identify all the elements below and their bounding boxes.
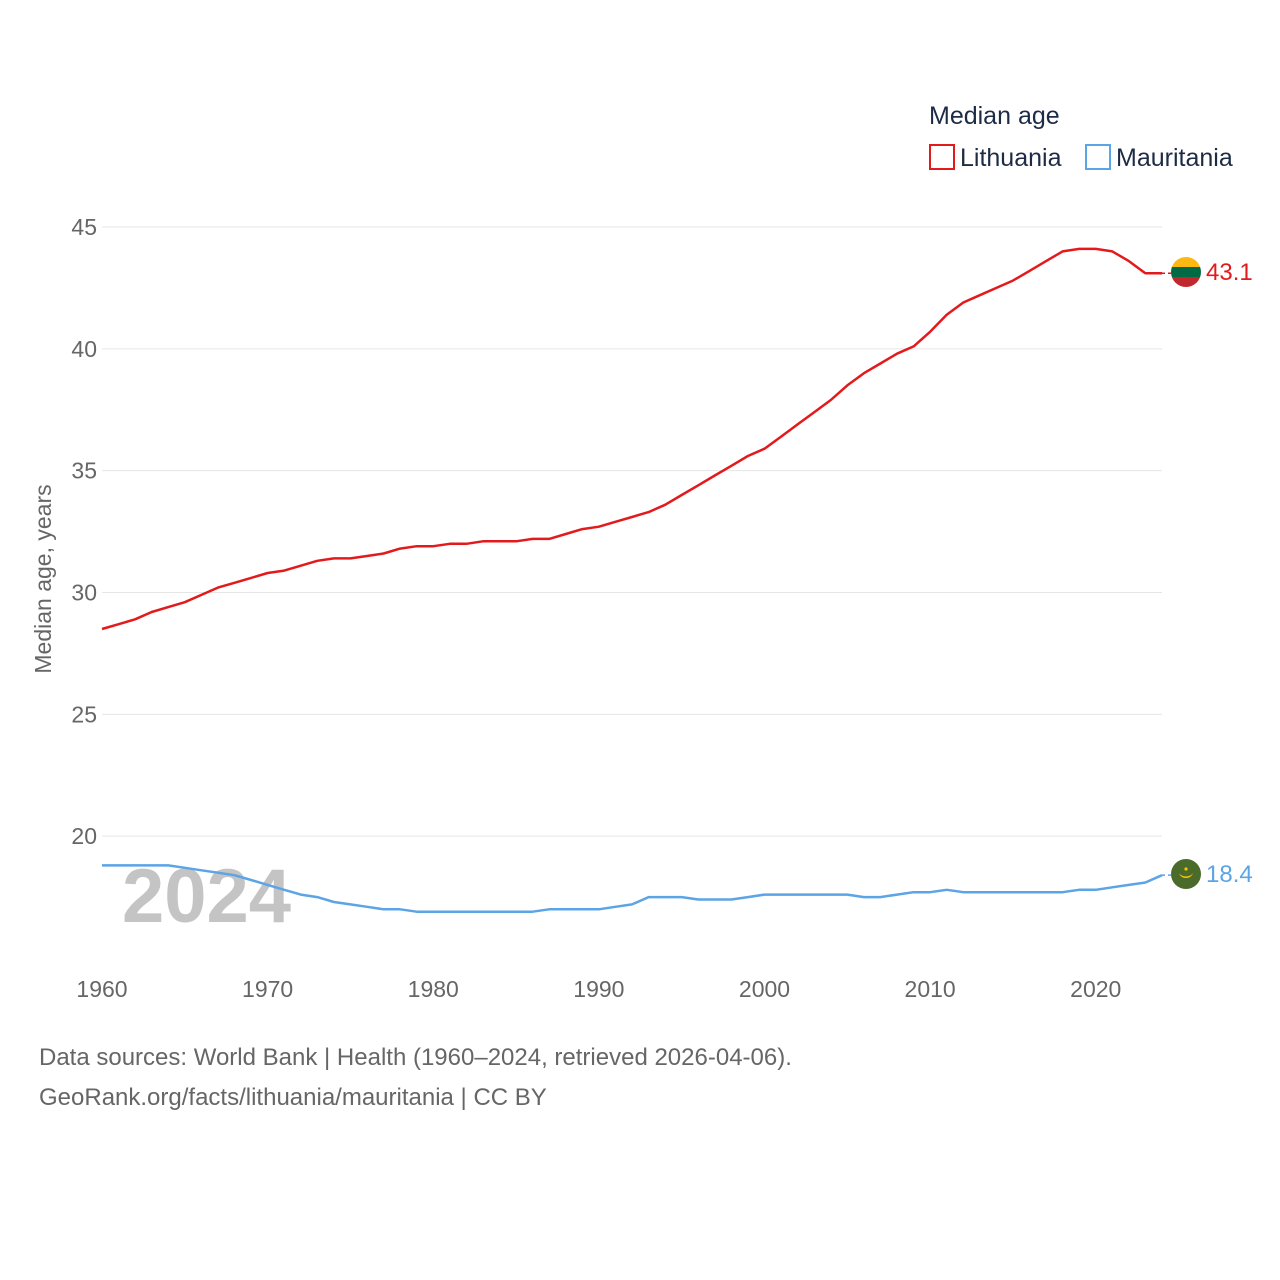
legend-title: Median age: [929, 102, 1060, 130]
x-tick-labels: 1960 1970 1980 1990 2000 2010 2020: [76, 976, 1121, 1002]
series-line-lithuania[interactable]: [101, 247, 1162, 631]
series-lines: [101, 247, 1171, 913]
legend-label-lithuania[interactable]: Lithuania: [960, 144, 1062, 172]
footer-credit[interactable]: GeoRank.org/facts/lithuania/mauritania |…: [39, 1084, 547, 1111]
x-tick-1960: 1960: [76, 976, 127, 1002]
x-tick-2000: 2000: [739, 976, 790, 1002]
x-tick-2010: 2010: [905, 976, 956, 1002]
y-tick-30: 30: [71, 580, 97, 606]
y-tick-40: 40: [71, 336, 97, 362]
legend-swatch-lithuania[interactable]: [929, 144, 955, 170]
x-tick-1970: 1970: [242, 976, 293, 1002]
y-axis-label: Median age, years: [30, 484, 56, 673]
gridlines: [102, 226, 1162, 837]
year-badge: 2024: [122, 854, 291, 939]
x-tick-1980: 1980: [408, 976, 459, 1002]
end-label-mauritania: 18.4: [1206, 861, 1253, 888]
line-chart: Median age Lithuania Mauritania Median a…: [30, 102, 1253, 1002]
y-tick-35: 35: [71, 458, 97, 484]
y-tick-45: 45: [71, 214, 97, 240]
legend-label-mauritania[interactable]: Mauritania: [1116, 144, 1233, 172]
lithuania-flag-icon: [1171, 257, 1201, 287]
legend-swatch-mauritania[interactable]: [1085, 144, 1111, 170]
y-tick-labels: 20 25 30 35 40 45: [71, 214, 97, 849]
series-line-mauritania[interactable]: [102, 864, 1163, 913]
mauritania-flag-icon: [1171, 859, 1201, 889]
end-label-lithuania: 43.1: [1206, 259, 1253, 286]
y-tick-25: 25: [71, 701, 97, 727]
x-tick-1990: 1990: [573, 976, 624, 1002]
footer-sources: Data sources: World Bank | Health (1960–…: [39, 1044, 792, 1071]
x-tick-2020: 2020: [1070, 976, 1121, 1002]
y-tick-20: 20: [71, 823, 97, 849]
